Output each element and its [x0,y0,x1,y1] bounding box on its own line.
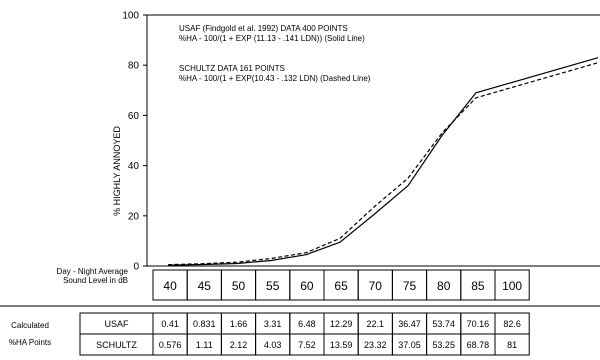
row-header-usaf: USAF [104,319,129,329]
series-line-usaf [167,57,599,266]
x-cell [494,269,530,301]
plot-lines [167,57,599,266]
x-tick-label: 50 [232,279,246,293]
data-label: 4.03 [264,340,282,350]
data-label: 1.11 [196,340,213,350]
x-tick-label: 75 [403,279,417,293]
data-label: 22.1 [367,319,385,329]
data-label: 36.47 [398,319,421,329]
x-row-label: Day - Night Average [57,267,129,276]
annotations: USAF (Findgold et al. 1992) DATA 400 POI… [179,24,371,83]
data-label: 1.66 [230,319,248,329]
y-tick-label: 100 [122,11,139,22]
y-axis: 0 20 40 60 80 100 [122,11,147,273]
x-tick-label: 60 [300,279,314,293]
data-label: 53.25 [432,340,455,350]
y-tick-label: 20 [128,211,140,222]
x-tick-label: 100 [502,279,522,293]
annotation-line: %HA - 100/(1 + EXP (11.13 - .141 LDN)) (… [179,34,365,43]
data-label: 0.576 [159,340,182,350]
data-label: 0.831 [193,319,216,329]
data-label: 6.48 [298,319,316,329]
chart-frame [146,14,600,267]
x-tick-label: 85 [471,279,485,293]
data-label: 70.16 [467,319,490,329]
annotation-line: USAF (Findgold et al. 1992) DATA 400 POI… [179,24,348,33]
data-label: 12.29 [330,319,353,329]
x-tick-label: 40 [163,279,177,293]
data-label: 2.12 [230,340,248,350]
data-label: 13.59 [330,340,353,350]
data-label: 82.6 [503,319,521,329]
data-label: 81 [507,340,517,350]
y-tick-label: 40 [128,161,140,172]
row-header-schultz: SCHULTZ [96,340,137,350]
x-tick-label: 45 [198,279,212,293]
y-tick-label: 60 [128,111,140,122]
data-label: 0.41 [161,319,179,329]
y-tick-label: 0 [133,262,139,273]
x-row-label: Sound Level in dB [63,276,128,285]
table-label: Calculated [11,321,49,330]
data-label: 7.52 [298,340,316,350]
y-axis-label: % HIGHLY ANNOYED [112,126,122,216]
table-cell [494,333,530,356]
ha-table: Calculated %HA Points USAF 0.41 0.831 1.66 3.3… [0,305,600,356]
annotation-line: %HA - 100/(1 + EXP(10.43 - .132 LDN) (Da… [179,74,371,83]
y-tick-label: 80 [128,61,140,72]
x-tick-label: 80 [437,279,451,293]
x-tick-label: 70 [369,279,383,293]
x-tick-label: 55 [266,279,280,293]
data-label: 3.31 [264,319,282,329]
series-line-schultz [167,62,599,266]
table-label: %HA Points [9,338,51,347]
data-label: 53.74 [432,319,455,329]
data-label: 37.05 [398,340,421,350]
data-label: 68.78 [467,340,490,350]
annotation-line: SCHULTZ DATA 161 POINTS [179,64,285,73]
x-tick-label: 65 [334,279,348,293]
data-label: 23.32 [364,340,387,350]
